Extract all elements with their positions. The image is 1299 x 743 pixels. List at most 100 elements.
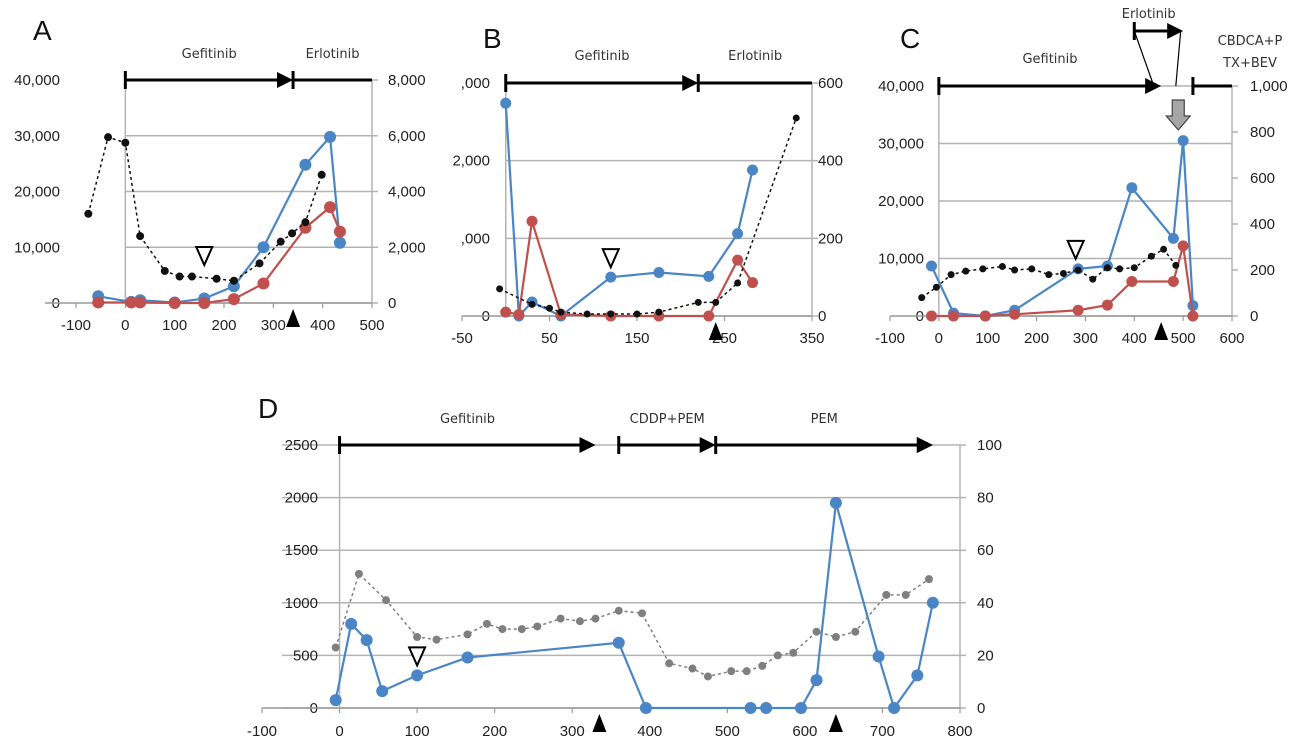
series-black-point	[288, 229, 297, 238]
series-black-point	[712, 298, 720, 306]
y-right-tick-label: 800	[1250, 124, 1275, 141]
y-right-tick-label: 4,000	[388, 184, 426, 201]
series-gray-point	[901, 590, 910, 599]
series-red-point	[92, 296, 105, 309]
series-black-point	[1011, 266, 1019, 274]
y-right-tick-label: 200	[818, 230, 843, 247]
series-gray-point	[463, 630, 472, 639]
x-tick-label: 0	[935, 330, 943, 347]
panel-letter: D	[258, 393, 278, 424]
y-right-tick-label: 8,000	[388, 72, 426, 89]
x-tick-label: 100	[975, 330, 1000, 347]
series-blue-point	[872, 650, 885, 663]
series-black-point	[1089, 275, 1097, 283]
y-left-tick-label: 10,000	[14, 239, 60, 256]
series-blue-point	[747, 164, 758, 176]
series-black-point	[546, 304, 553, 312]
series-blue-point	[329, 694, 342, 707]
y-right-tick-label: 0	[977, 700, 985, 717]
x-tick-label: 600	[1219, 330, 1244, 347]
series-blue-point	[360, 634, 373, 647]
x-tick-label: -100	[61, 317, 91, 334]
x-tick-label: 300	[1073, 330, 1098, 347]
series-gray-point	[413, 632, 422, 641]
series-black-point	[121, 138, 130, 147]
series-black-point	[607, 310, 615, 318]
x-tick-label: 700	[870, 723, 895, 740]
series-gray-point	[556, 614, 565, 623]
series-black-point	[1130, 264, 1138, 272]
gray-arrow-icon	[1164, 99, 1192, 131]
treatment-arrowhead	[1167, 23, 1184, 39]
series-gray-point	[742, 667, 751, 676]
y-right-tick-label: 400	[1250, 216, 1275, 233]
series-red-point	[1009, 308, 1021, 320]
series-red-point	[1177, 240, 1189, 252]
series-blue-point	[333, 236, 346, 249]
series-gray-point	[432, 635, 441, 644]
treatment-arrowhead	[579, 437, 596, 453]
y-left-tick-label: 30,000	[14, 128, 60, 145]
series-red-point	[257, 277, 270, 290]
series-blue-point	[732, 228, 744, 240]
series-black-point	[301, 218, 310, 227]
open-triangle-marker	[194, 246, 214, 268]
x-tick-label: 600	[792, 723, 817, 740]
treatment-label: Gefitinib	[1022, 52, 1077, 67]
series-black-point	[947, 271, 955, 279]
series-black-point	[792, 114, 800, 122]
y-right-tick-label: 600	[818, 75, 843, 92]
series-blue-line	[334, 502, 934, 711]
series-black-point	[175, 272, 184, 281]
y-right-tick-label: 0	[1250, 308, 1258, 325]
series-blue-point	[411, 669, 424, 682]
series-black-point	[918, 294, 926, 302]
series-gray-point	[703, 672, 712, 681]
y-left-tick-label: 20,000	[878, 193, 924, 210]
x-tick-label: 800	[947, 723, 972, 740]
filled-triangle-marker	[1154, 322, 1169, 340]
treatment-label: CDDP+PEM	[630, 412, 705, 427]
x-tick-label: 200	[482, 723, 507, 740]
inset-line	[1175, 30, 1182, 87]
series-red-point	[979, 310, 991, 322]
x-tick-label: 500	[359, 317, 384, 334]
y-right-tick-label: 2,000	[388, 239, 426, 256]
x-tick-label: 100	[162, 317, 187, 334]
series-black-point	[932, 283, 940, 291]
series-blue-point	[1177, 135, 1189, 147]
panel-d: D05001000150020002500020406080100-100010…	[247, 393, 1002, 740]
series-gray-point	[614, 606, 623, 615]
y-left-tick-label: 10,000	[878, 251, 924, 268]
series-gray-point	[831, 632, 840, 641]
filled-triangle-marker	[708, 322, 723, 340]
series-gray-point	[482, 619, 491, 628]
y-left-tick-label: ,000	[461, 230, 490, 247]
series-gray-point	[533, 622, 542, 631]
series-black-point	[694, 298, 702, 306]
treatment-label: Erlotinib	[1122, 7, 1176, 22]
series-gray-point	[517, 625, 526, 634]
series-black-point	[212, 274, 221, 283]
series-black-point	[1028, 265, 1036, 273]
series-red-point	[125, 296, 138, 309]
series-black-point	[317, 170, 326, 179]
series-blue-point	[299, 158, 312, 171]
x-tick-label: -100	[247, 723, 277, 740]
series-black-point	[583, 310, 591, 318]
series-gray-point	[882, 590, 891, 599]
series-black-point	[1059, 269, 1067, 277]
treatment-arrowhead	[682, 75, 699, 91]
series-gray-point	[812, 627, 821, 636]
open-triangle-marker	[601, 248, 621, 270]
x-tick-label: 500	[715, 723, 740, 740]
y-right-tick-label: 400	[818, 153, 843, 170]
panel-letter: C	[900, 23, 920, 54]
series-blue-point	[324, 130, 337, 143]
y-right-tick-label: 0	[388, 295, 396, 312]
treatment-label: PEM	[811, 412, 838, 427]
y-right-tick-label: 60	[977, 542, 994, 559]
x-tick-label: 150	[624, 330, 649, 347]
open-triangle-marker	[407, 646, 427, 668]
